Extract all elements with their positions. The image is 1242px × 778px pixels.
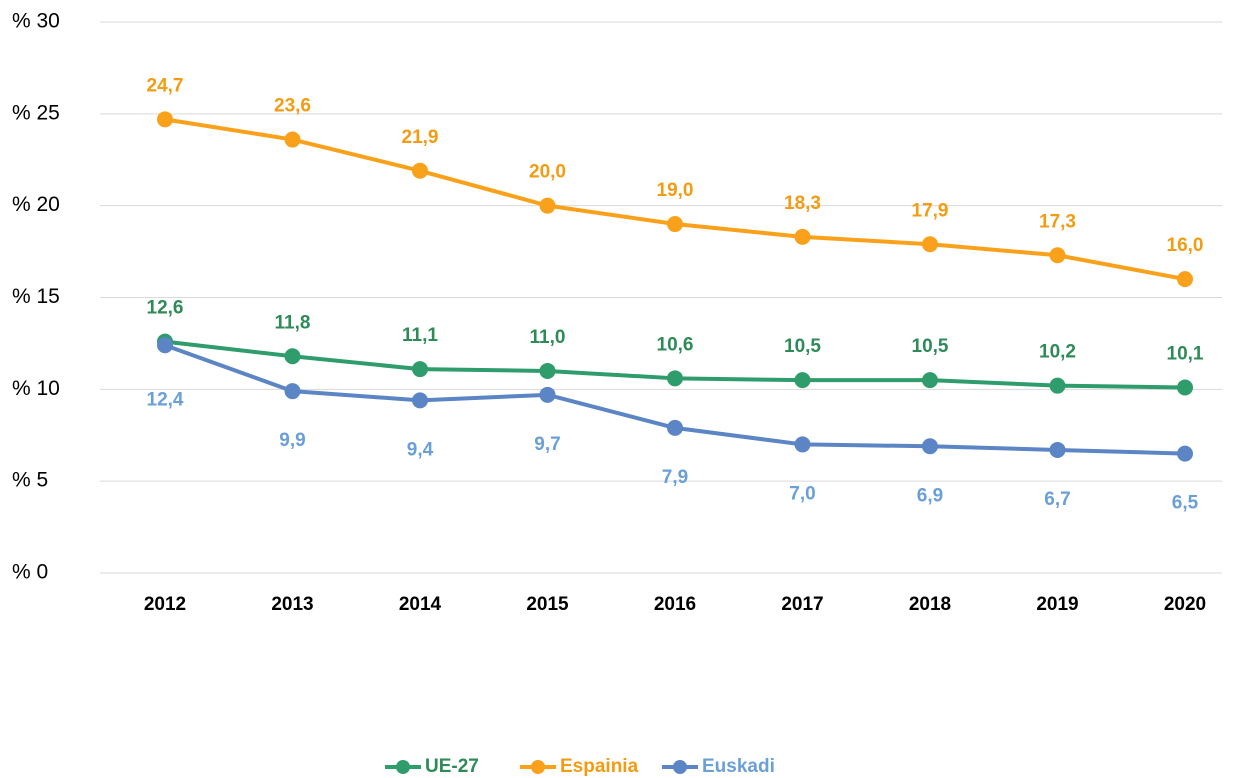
data-point bbox=[412, 392, 428, 409]
data-label: 10,5 bbox=[912, 336, 949, 357]
x-tick-label: 2020 bbox=[1164, 594, 1206, 615]
series-line bbox=[164, 343, 1186, 456]
y-tick-label: % 30 bbox=[12, 10, 60, 33]
data-label: 9,4 bbox=[407, 439, 434, 460]
data-point bbox=[1049, 441, 1066, 458]
legend-label: Euskadi bbox=[702, 756, 775, 777]
data-point bbox=[1049, 247, 1066, 264]
data-point bbox=[667, 370, 683, 387]
data-point bbox=[1177, 379, 1193, 396]
data-label: 7,0 bbox=[789, 483, 815, 504]
data-label: 23,6 bbox=[274, 96, 311, 117]
data-point bbox=[157, 111, 173, 128]
x-tick-label: 2015 bbox=[526, 594, 569, 615]
data-point bbox=[157, 337, 173, 354]
x-tick-label: 2019 bbox=[1036, 594, 1078, 615]
legend-marker bbox=[531, 760, 545, 774]
x-tick-label: 2016 bbox=[654, 594, 696, 615]
data-point bbox=[412, 162, 428, 179]
x-tick-label: 2018 bbox=[909, 594, 951, 615]
data-point bbox=[539, 386, 556, 403]
data-point bbox=[539, 362, 556, 379]
data-label: 24,7 bbox=[147, 75, 184, 96]
y-tick-label: % 15 bbox=[12, 285, 60, 308]
y-tick-label: % 0 bbox=[12, 561, 48, 584]
data-label: 7,9 bbox=[662, 467, 688, 488]
data-point bbox=[284, 348, 301, 365]
data-label: 19,0 bbox=[657, 180, 694, 201]
data-label: 6,9 bbox=[917, 485, 943, 506]
data-point bbox=[284, 131, 301, 148]
x-tick-label: 2013 bbox=[271, 594, 313, 615]
data-label: 9,7 bbox=[534, 434, 560, 455]
data-label: 17,9 bbox=[912, 200, 949, 221]
data-label: 16,0 bbox=[1167, 235, 1204, 256]
data-label: 17,3 bbox=[1039, 211, 1076, 232]
data-label: 11,0 bbox=[530, 327, 566, 348]
data-label: 12,4 bbox=[147, 389, 184, 410]
legend-label: Espainia bbox=[560, 756, 639, 777]
data-label: 20,0 bbox=[529, 162, 566, 183]
data-point bbox=[667, 216, 683, 233]
data-point bbox=[1049, 377, 1066, 394]
data-point bbox=[667, 419, 683, 436]
data-point bbox=[539, 197, 556, 214]
data-point bbox=[284, 383, 301, 400]
y-tick-label: % 20 bbox=[12, 193, 60, 216]
data-point bbox=[412, 361, 428, 378]
x-tick-label: 2014 bbox=[399, 594, 442, 615]
data-point bbox=[922, 438, 938, 455]
data-label: 6,5 bbox=[1172, 493, 1199, 514]
legend-label: UE-27 bbox=[425, 756, 479, 777]
data-label: 10,1 bbox=[1167, 344, 1204, 365]
data-label: 10,2 bbox=[1039, 342, 1076, 363]
data-label: 12,6 bbox=[147, 298, 184, 319]
data-point bbox=[922, 372, 938, 389]
legend-marker bbox=[673, 760, 687, 774]
data-label: 21,9 bbox=[402, 127, 439, 148]
data-point bbox=[1177, 445, 1193, 462]
data-point bbox=[794, 372, 811, 389]
y-tick-label: % 5 bbox=[12, 469, 48, 492]
data-label: 6,7 bbox=[1044, 489, 1070, 510]
legend-marker bbox=[396, 760, 410, 774]
data-label: 18,3 bbox=[784, 193, 821, 214]
data-label: 11,8 bbox=[275, 312, 311, 333]
data-label: 9,9 bbox=[279, 430, 305, 451]
data-label: 10,5 bbox=[784, 336, 821, 357]
x-tick-label: 2012 bbox=[144, 594, 186, 615]
data-point bbox=[794, 228, 811, 245]
data-point bbox=[794, 436, 811, 453]
data-label: 11,1 bbox=[402, 325, 438, 346]
data-label: 10,6 bbox=[657, 334, 694, 355]
data-point bbox=[922, 236, 938, 253]
data-point bbox=[1177, 271, 1193, 288]
x-tick-label: 2017 bbox=[781, 594, 823, 615]
y-tick-label: % 10 bbox=[12, 377, 60, 400]
y-tick-label: % 25 bbox=[12, 101, 60, 124]
